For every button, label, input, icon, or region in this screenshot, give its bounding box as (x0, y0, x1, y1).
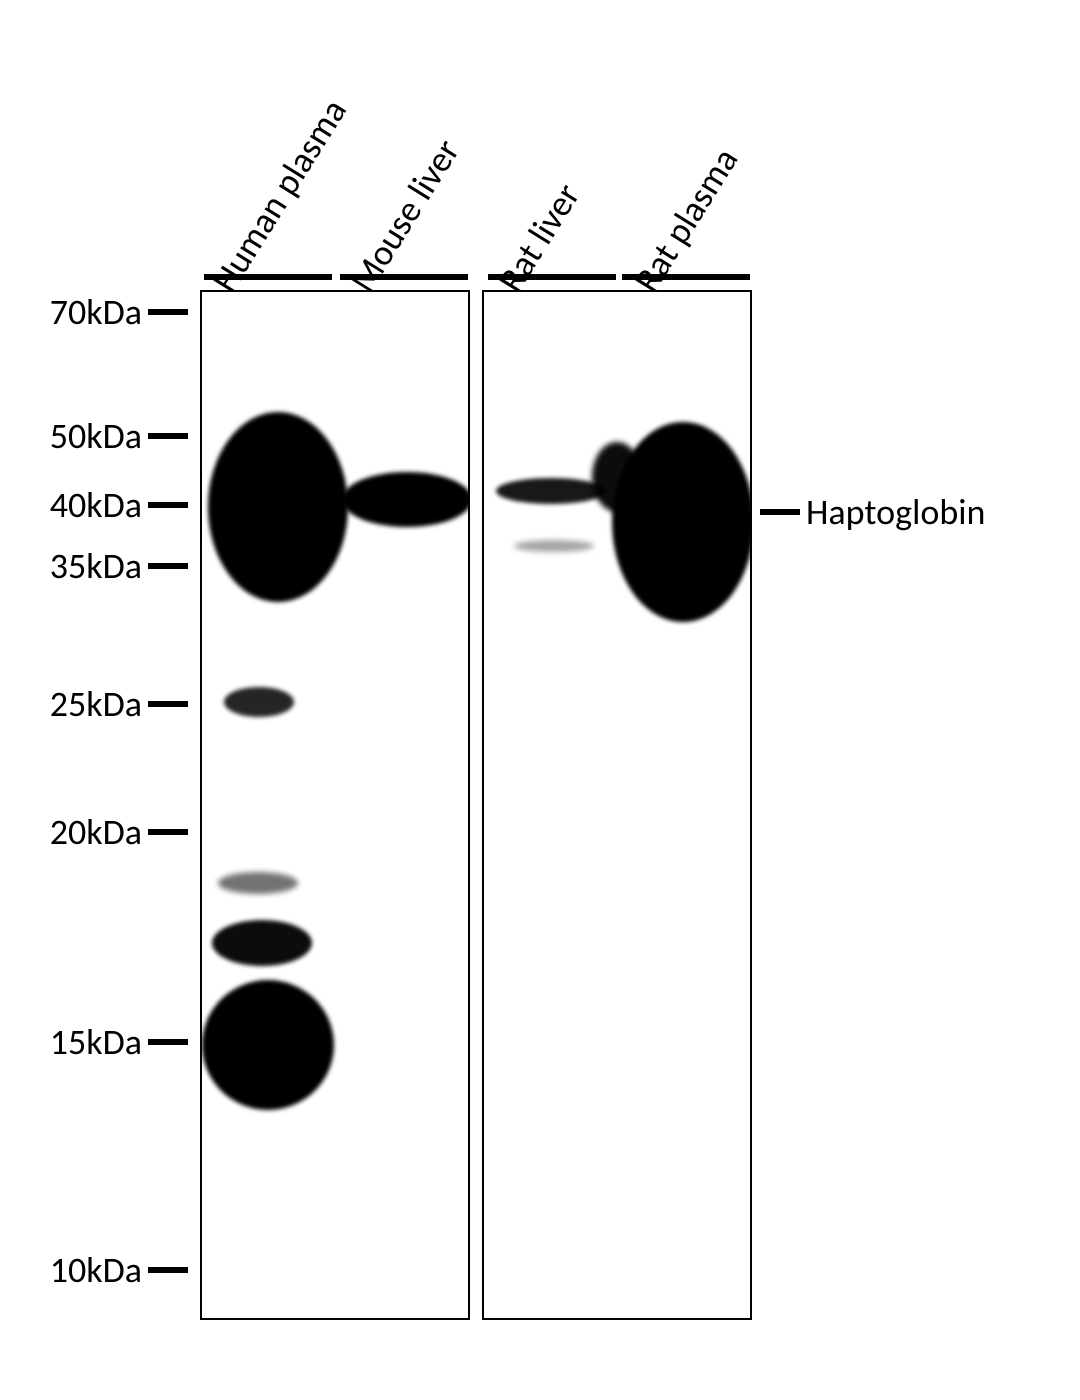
mw-tick-icon (148, 1267, 188, 1273)
mw-marker-70: 70kDa (12, 290, 188, 334)
blot-panel-right (482, 290, 752, 1320)
mw-marker-20: 20kDa (12, 810, 188, 854)
mw-tick-icon (148, 829, 188, 835)
mw-label: 40kDa (12, 483, 142, 527)
western-blot-figure: 70kDa 50kDa 40kDa 35kDa 25kDa 20kDa 15kD… (0, 0, 1080, 1400)
mw-label: 25kDa (12, 682, 142, 726)
mw-marker-25: 25kDa (12, 682, 188, 726)
mw-marker-15: 15kDa (12, 1020, 188, 1064)
band (202, 980, 334, 1110)
band (218, 872, 298, 894)
mw-label: 15kDa (12, 1020, 142, 1064)
band (514, 540, 594, 552)
protein-tick-icon (760, 509, 800, 515)
lane-label-rat-liver: Rat liver (489, 175, 590, 300)
mw-tick-icon (148, 433, 188, 439)
mw-tick-icon (148, 309, 188, 315)
mw-marker-50: 50kDa (12, 414, 188, 458)
band (208, 412, 348, 602)
protein-label: Haptoglobin (760, 490, 985, 534)
lane-label-human-plasma: Human plasma (203, 91, 356, 300)
mw-label: 50kDa (12, 414, 142, 458)
mw-marker-35: 35kDa (12, 544, 188, 588)
mw-label: 35kDa (12, 544, 142, 588)
mw-tick-icon (148, 1039, 188, 1045)
mw-marker-40: 40kDa (12, 483, 188, 527)
band (592, 442, 642, 512)
band (496, 478, 606, 504)
mw-tick-icon (148, 502, 188, 508)
blot-panel-left (200, 290, 470, 1320)
band (342, 472, 470, 527)
band (212, 920, 312, 966)
mw-label: 10kDa (12, 1248, 142, 1292)
mw-label: 70kDa (12, 290, 142, 334)
mw-tick-icon (148, 563, 188, 569)
protein-label-text: Haptoglobin (806, 490, 985, 534)
mw-marker-10: 10kDa (12, 1248, 188, 1292)
mw-label: 20kDa (12, 810, 142, 854)
band (224, 687, 294, 717)
mw-tick-icon (148, 701, 188, 707)
